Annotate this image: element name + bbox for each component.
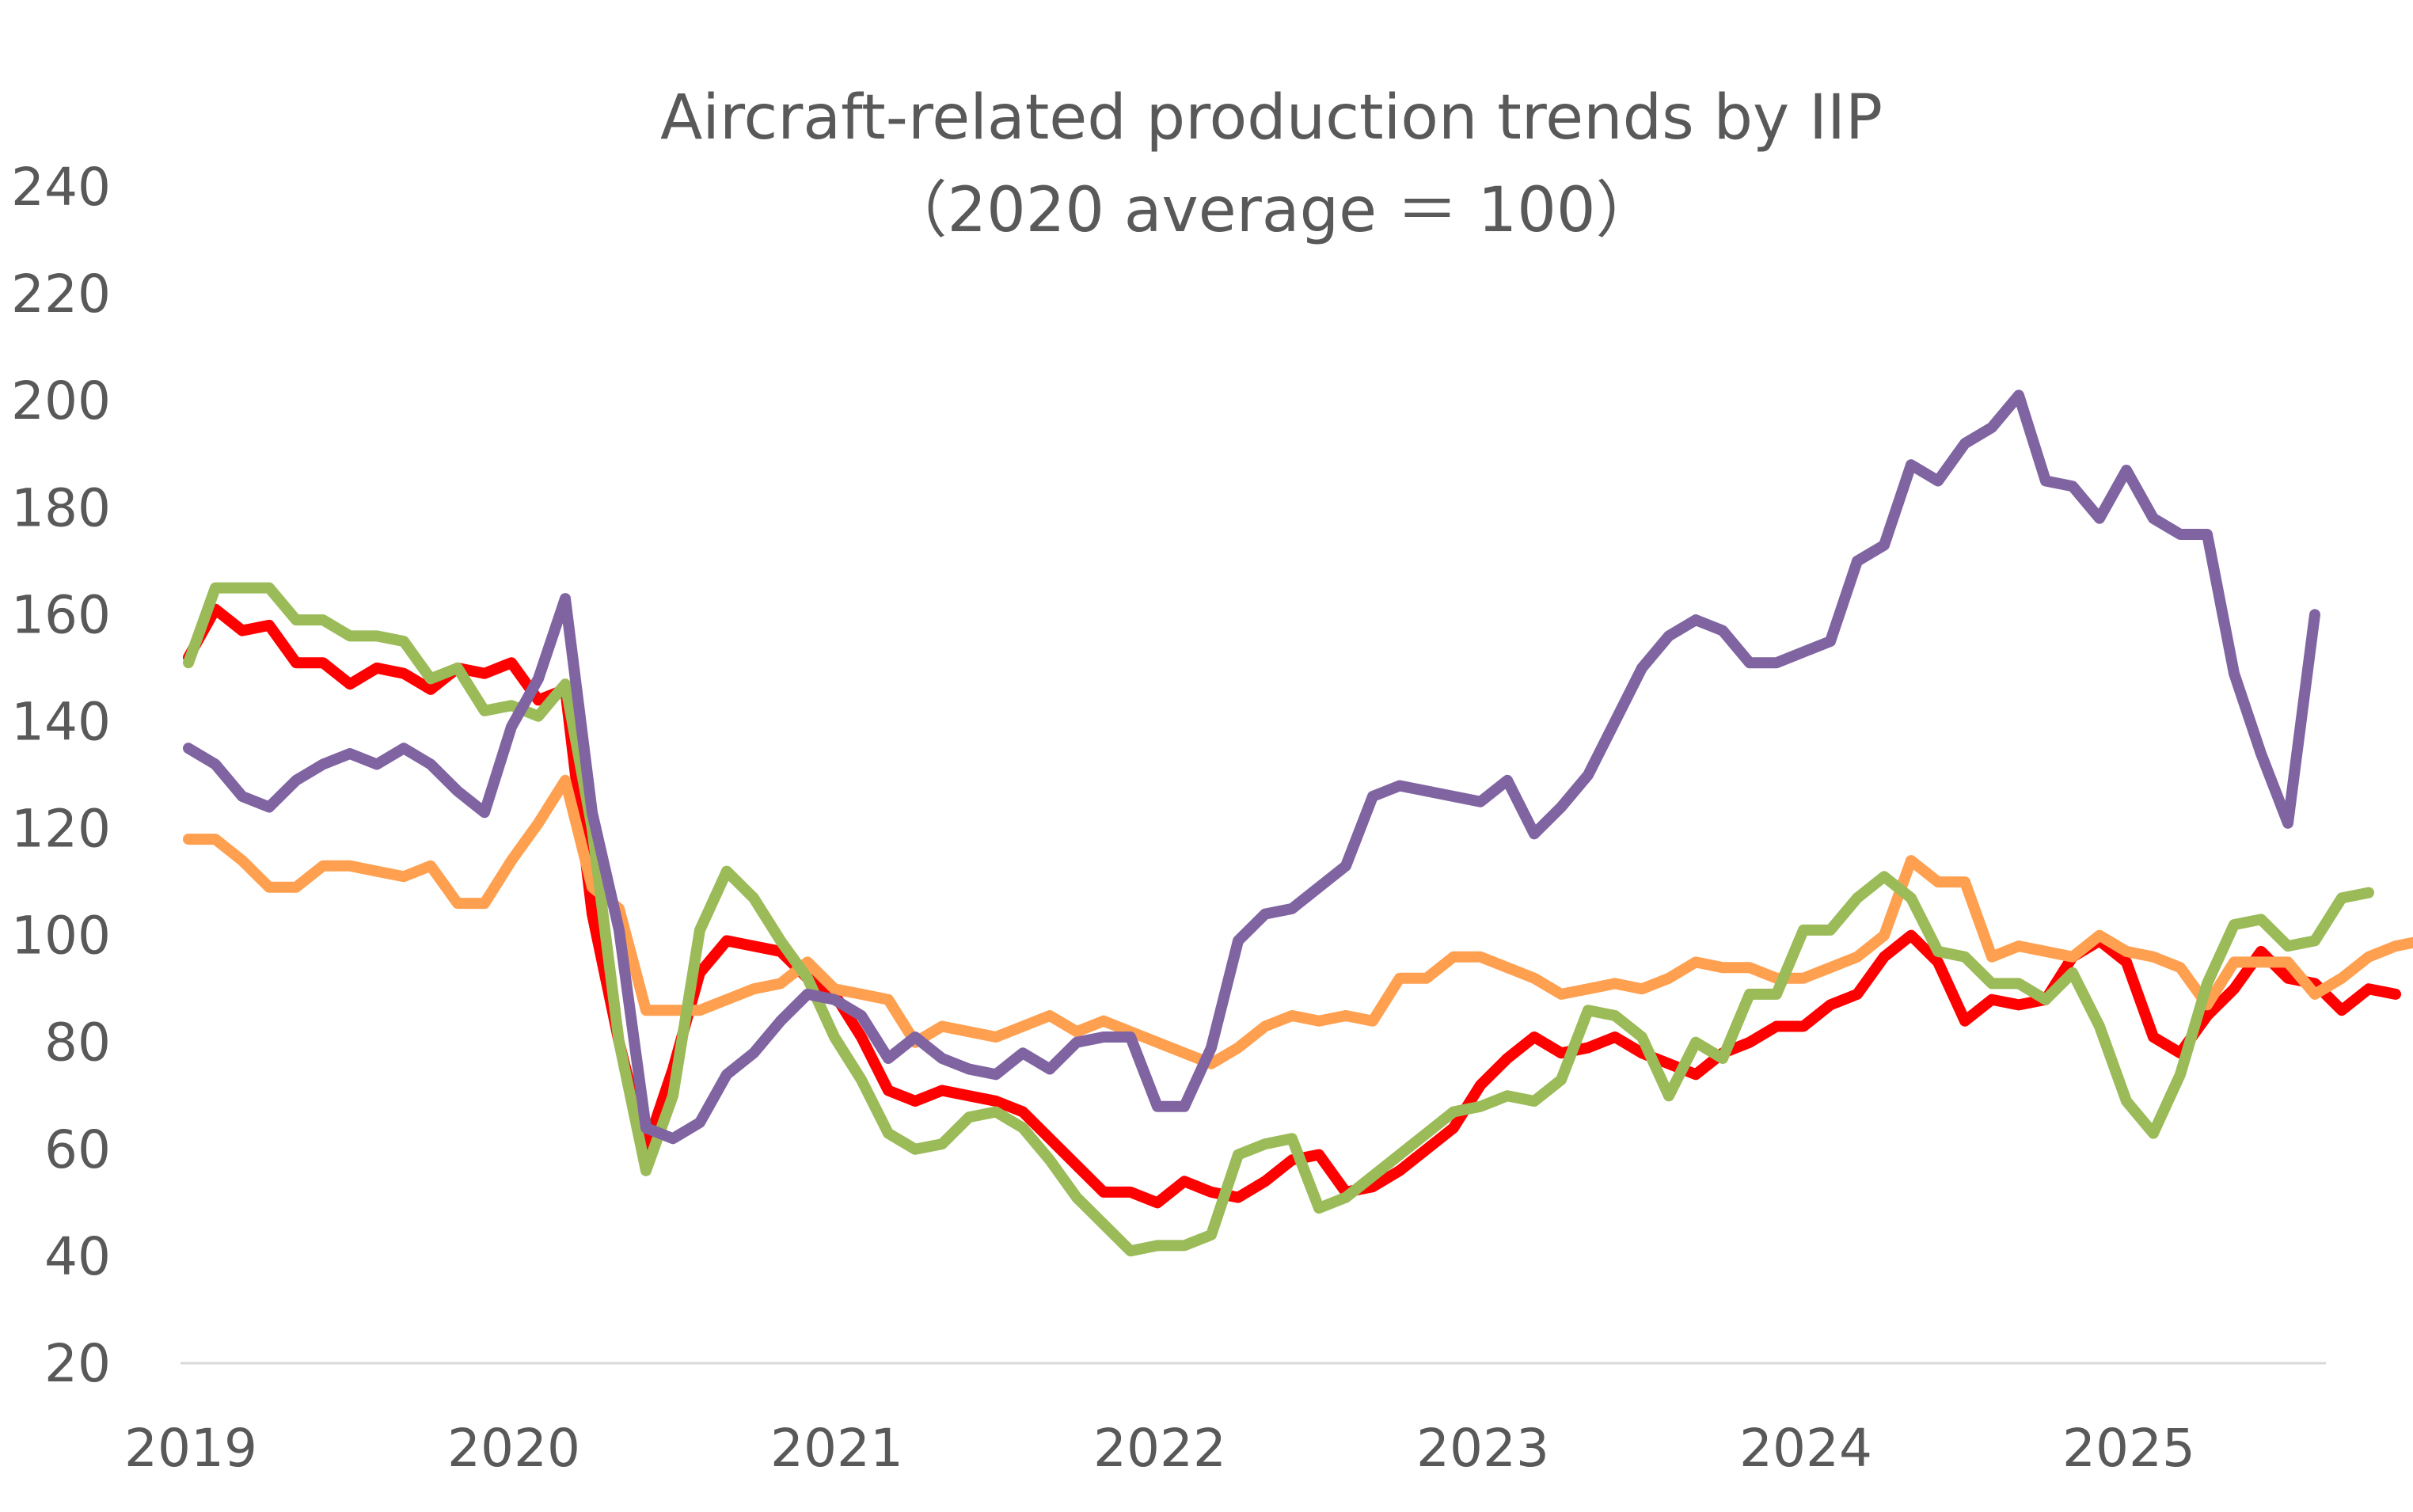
y-tick-label: 40 [44, 1226, 111, 1287]
y-tick-label: 60 [44, 1119, 111, 1180]
x-axis-ticks: 2019 2020 2021 2022 2023 2024 2025 [124, 1418, 2195, 1479]
y-tick-label: 160 [11, 584, 111, 645]
y-axis-ticks: 240 220 200 180 160 140 120 100 80 60 40 20 [11, 157, 111, 1394]
chart-title: Aircraft-related production trends by II… [660, 82, 1883, 154]
y-tick-label: 20 [44, 1333, 111, 1394]
y-tick-label: 100 [11, 906, 111, 967]
y-tick-label: 80 [44, 1012, 111, 1073]
series-line-3 [183, 582, 2374, 1257]
y-tick-label: 240 [11, 157, 111, 218]
x-tick-label: 2019 [124, 1418, 257, 1479]
y-tick-label: 200 [11, 370, 111, 431]
x-tick-label: 2025 [2062, 1418, 2195, 1479]
y-tick-label: 180 [11, 477, 111, 538]
x-tick-label: 2023 [1416, 1418, 1549, 1479]
x-tick-label: 2020 [447, 1418, 580, 1479]
y-tick-label: 220 [11, 264, 111, 325]
y-tick-label: 140 [11, 691, 111, 752]
series-lines [183, 389, 2413, 1257]
series-line-2 [183, 774, 2413, 1069]
x-tick-label: 2022 [1093, 1418, 1226, 1479]
series-line-4 [183, 389, 2320, 1145]
x-tick-label: 2024 [1739, 1418, 1872, 1479]
x-tick-label: 2021 [770, 1418, 903, 1479]
y-tick-label: 120 [11, 799, 111, 860]
chart-subtitle: （2020 average ＝ 100） [885, 175, 1657, 246]
